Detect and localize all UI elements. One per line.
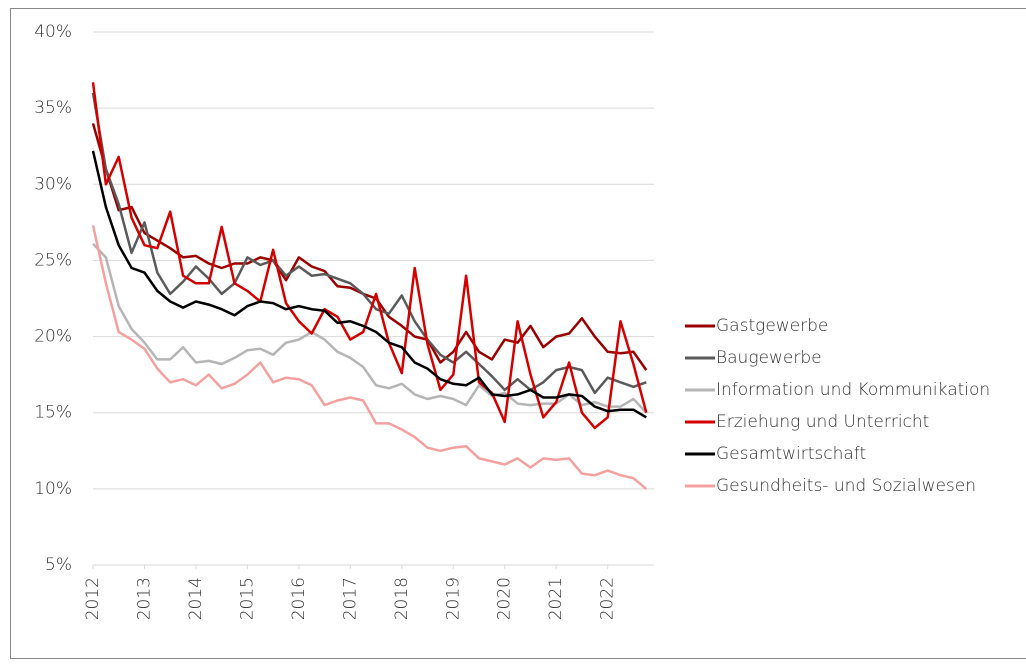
y-tick-label: 20% (34, 327, 72, 347)
series-line (91, 150, 647, 419)
y-tick-label: 40% (34, 22, 72, 42)
x-tick-label: 2014 (186, 577, 206, 620)
x-tick-label: 2020 (495, 577, 515, 620)
x-tick-label: 2013 (134, 577, 154, 620)
x-tick-label: 2015 (237, 577, 257, 620)
legend-label: Baugewerbe (716, 348, 822, 368)
x-tick-label: 2022 (598, 577, 618, 620)
legend-label: Gesamtwirtschaft (716, 444, 866, 464)
x-tick-label: 2018 (392, 577, 412, 620)
x-tick-label: 2021 (546, 577, 566, 620)
series-line (91, 82, 648, 430)
y-tick-label: 10% (34, 479, 72, 499)
legend-label: Erziehung und Unterricht (716, 412, 929, 432)
y-tick-label: 35% (34, 98, 72, 118)
x-tick-label: 2019 (443, 577, 463, 620)
y-tick-label: 5% (45, 555, 72, 575)
legend-label: Gastgewerbe (716, 316, 828, 336)
chart-frame (10, 8, 1026, 659)
series-line (91, 92, 647, 395)
y-tick-label: 15% (34, 403, 72, 423)
series-line (91, 225, 648, 490)
x-tick-label: 2012 (83, 577, 103, 620)
x-tick-label: 2017 (340, 577, 360, 620)
x-tick-label: 2016 (289, 577, 309, 620)
y-tick-label: 25% (34, 250, 72, 270)
series-line (91, 123, 648, 371)
legend-label: Gesundheits- und Sozialwesen (716, 476, 976, 496)
y-tick-label: 30% (34, 174, 72, 194)
legend-label: Information und Kommunikation (716, 380, 990, 400)
